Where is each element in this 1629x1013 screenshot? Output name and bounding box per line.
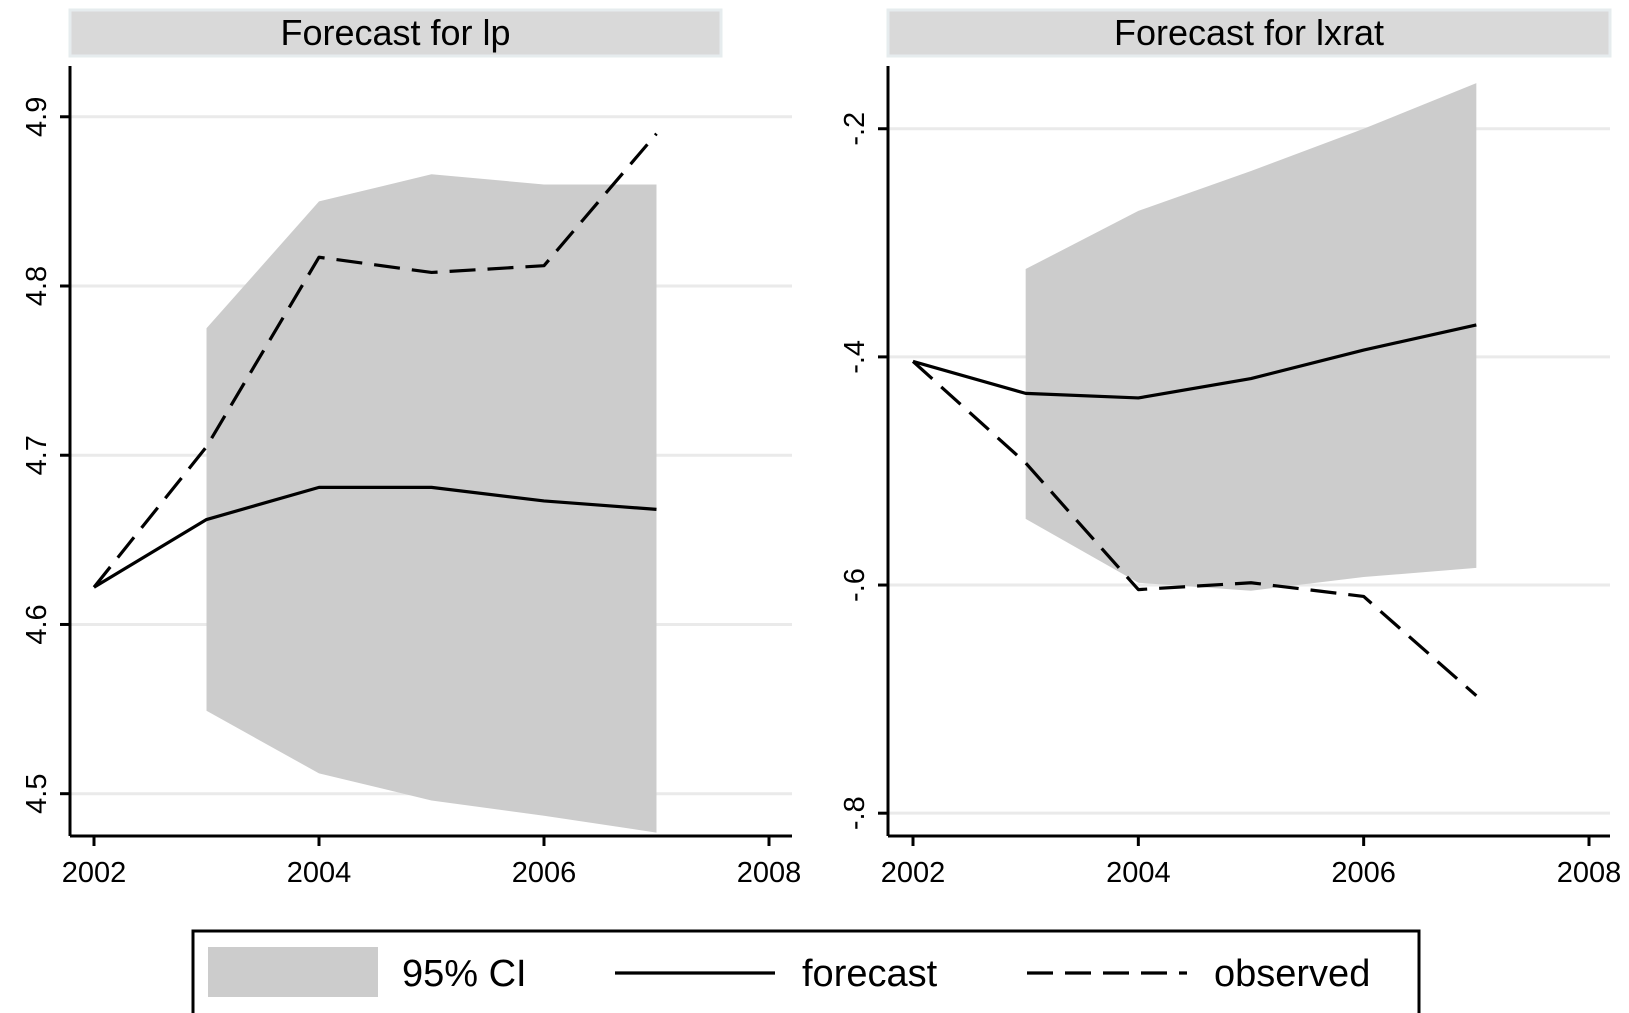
y-tick-label: 4.7 xyxy=(21,435,53,475)
x-tick-label: 2006 xyxy=(512,857,577,889)
panel-1: Forecast for lp 4.5 4.6 4.7 4.8 4.9 2002 2004 20… xyxy=(21,8,802,889)
x-tick-label: 2004 xyxy=(287,857,352,889)
panels: Forecast for lp 4.5 4.6 4.7 4.8 4.9 2002 2004 20… xyxy=(21,8,1622,889)
x-tick-label: 2002 xyxy=(881,857,946,889)
y-tick-label: -.8 xyxy=(839,796,871,830)
legend-label: 95% CI xyxy=(402,953,527,995)
panel-title: Forecast for lxrat xyxy=(1114,12,1384,53)
y-tick-label: 4.5 xyxy=(21,774,53,814)
x-tick-label: 2008 xyxy=(1557,857,1622,889)
panel-title-strip xyxy=(886,8,1612,58)
y-tick-label: 4.9 xyxy=(21,97,53,137)
panel-title-strip xyxy=(68,8,723,58)
observed-line xyxy=(911,360,1478,697)
ci-band xyxy=(206,174,657,833)
forecast-line xyxy=(912,323,1477,400)
legend-box xyxy=(191,929,1421,1013)
panel-2: Forecast for lxrat -.8 -.6 -.4 -.2 2002 2004 20… xyxy=(839,8,1622,889)
legend-swatch-ci xyxy=(208,947,378,997)
y-tick-label: 4.6 xyxy=(21,604,53,644)
observed-line xyxy=(92,132,658,589)
legend-label: forecast xyxy=(802,953,938,995)
x-tick-label: 2006 xyxy=(1331,857,1396,889)
panel-title: Forecast for lp xyxy=(280,12,510,53)
ci-band xyxy=(1025,83,1477,591)
y-tick-label: -.2 xyxy=(839,112,871,146)
legend: 95% CI forecast observed xyxy=(191,929,1421,1013)
x-tick-label: 2008 xyxy=(737,857,802,889)
y-tick-label: 4.8 xyxy=(21,266,53,306)
legend-label: observed xyxy=(1214,953,1370,995)
x-tick-label: 2002 xyxy=(62,857,127,889)
y-tick-label: -.6 xyxy=(839,568,871,602)
forecast-line xyxy=(93,485,657,589)
y-tick-label: -.4 xyxy=(839,340,871,374)
x-tick-label: 2004 xyxy=(1106,857,1171,889)
